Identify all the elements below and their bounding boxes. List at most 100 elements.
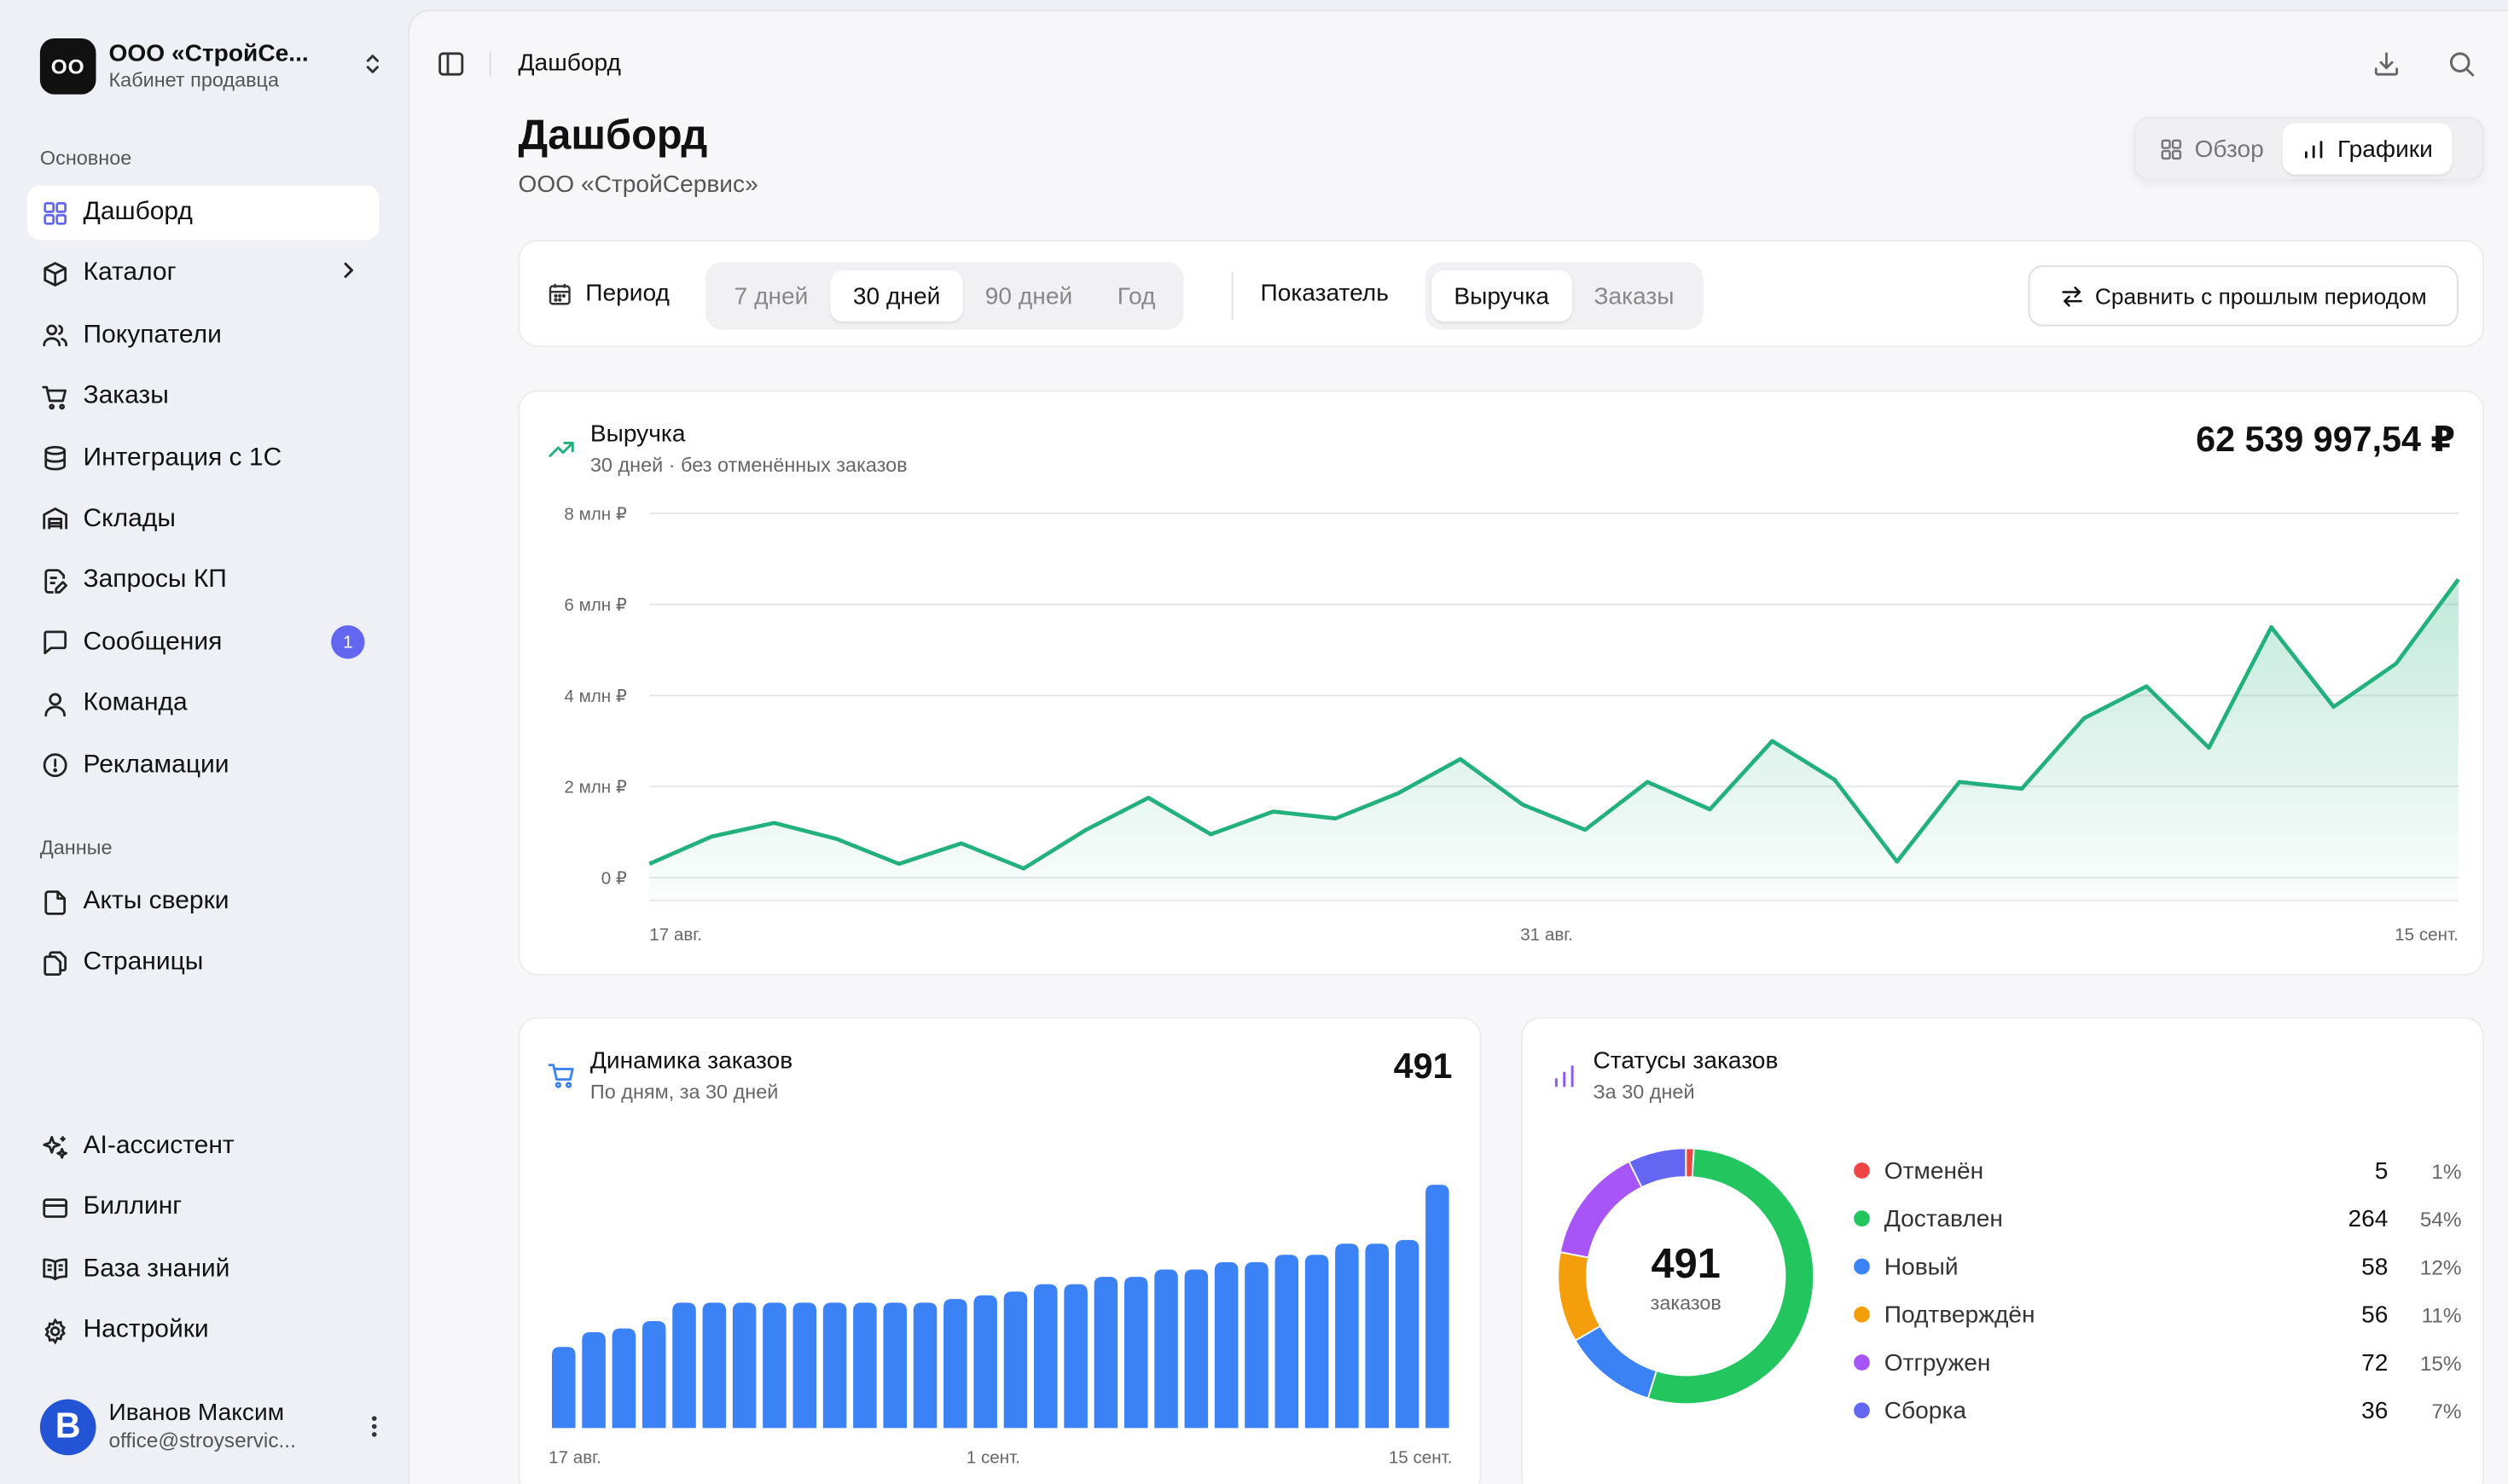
legend-dot	[1854, 1354, 1870, 1371]
metric-option-0[interactable]: Выручка	[1431, 270, 1572, 322]
revenue-point	[1201, 825, 1221, 844]
x-tick-label: 15 сент.	[1389, 1448, 1453, 1468]
period-selector: 7 дней 30 дней 90 дней Год	[705, 262, 1185, 330]
metric-label: Показатель	[1260, 280, 1389, 307]
order-bar	[1184, 1269, 1209, 1429]
sidebar-item-label: Сообщения	[83, 628, 223, 656]
sidebar-item-label: Покупатели	[83, 321, 222, 349]
sidebar-item-label: Рекламации	[83, 751, 229, 779]
revenue-point	[1077, 820, 1096, 840]
user-email: office@stroyservic...	[108, 1428, 296, 1452]
sidebar-item-main-1[interactable]: Каталог	[27, 246, 380, 301]
sidebar-item-label: Команда	[83, 689, 188, 717]
revenue-point	[1762, 732, 1782, 751]
orders-total: 491	[1393, 1046, 1453, 1087]
order-bar	[1064, 1284, 1088, 1429]
sidebar-item-bottom-3[interactable]: Настройки	[27, 1303, 380, 1358]
compare-button[interactable]: Сравнить с прошлым периодом	[2028, 265, 2459, 327]
y-tick-label: 6 млн ₽	[564, 595, 627, 615]
donut-total: 491	[1651, 1239, 1721, 1288]
legend-item: Отменён 5 1%	[1854, 1146, 2462, 1194]
legend-dot	[1854, 1162, 1870, 1179]
legend-value: 5	[2374, 1156, 2389, 1185]
tab-overview[interactable]: Обзор	[2140, 123, 2283, 174]
period-option-1[interactable]: 30 дней	[830, 270, 963, 322]
revenue-point	[2075, 709, 2094, 728]
tab-charts-label: Графики	[2337, 135, 2433, 163]
user-icon	[42, 690, 69, 717]
sidebar-item-bottom-2[interactable]: База знаний	[27, 1242, 380, 1296]
sidebar-item-main-0[interactable]: Дашборд	[26, 185, 380, 241]
gear-icon	[42, 1317, 69, 1344]
legend-percent: 1%	[2431, 1158, 2462, 1183]
sidebar-item-main-6[interactable]: Запросы КП	[27, 554, 380, 608]
revenue-point	[1014, 859, 1034, 878]
sidebar-item-label: Запросы КП	[83, 566, 227, 594]
period-option-3[interactable]: Год	[1117, 281, 1156, 310]
period-option-0[interactable]: 7 дней	[734, 281, 809, 310]
tab-overview-label: Обзор	[2194, 135, 2264, 163]
period-label-text: Период	[585, 280, 670, 307]
sidebar-item-main-7[interactable]: Сообщения 1	[27, 615, 380, 670]
org-switcher[interactable]: OO ООО «СтройСе... Кабинет продавца	[39, 35, 384, 96]
y-tick-label: 2 млн ₽	[564, 778, 627, 797]
arrows-swap-icon	[2061, 286, 2082, 306]
sidebar-item-main-9[interactable]: Рекламации	[27, 738, 380, 792]
metric-selector: Выручка Заказы	[1425, 262, 1704, 330]
cart-icon	[547, 1062, 576, 1091]
y-tick-label: 8 млн ₽	[564, 504, 627, 524]
donut-label: заказов	[1650, 1292, 1721, 1315]
legend-name: Сборка	[1884, 1396, 1967, 1424]
revenue-point	[2449, 570, 2469, 589]
revenue-point	[1576, 820, 1595, 840]
revenue-point	[2261, 617, 2281, 637]
sidebar-item-bottom-0[interactable]: AI-ассистент	[27, 1120, 380, 1174]
sidebar-item-main-4[interactable]: Интеграция с 1С	[27, 431, 380, 485]
revenue-point	[1700, 800, 1720, 820]
donut-slice	[1574, 1325, 1657, 1400]
more-vertical-icon[interactable]	[365, 1415, 385, 1437]
cart-icon	[42, 383, 69, 410]
revenue-title: Выручка	[589, 420, 686, 448]
legend-item: Отгружен 72 15%	[1854, 1338, 2462, 1386]
revenue-total: 62 539 997,54 ₽	[2196, 419, 2456, 460]
sidebar-item-data-0[interactable]: Акты сверки	[27, 875, 380, 930]
period-option-2[interactable]: 90 дней	[984, 281, 1073, 310]
sidebar-item-bottom-1[interactable]: Биллинг	[27, 1180, 380, 1235]
revenue-point	[1638, 773, 1657, 792]
sidebar-item-label: Акты сверки	[83, 887, 229, 915]
metric-option-1[interactable]: Заказы	[1594, 281, 1675, 310]
revenue-point	[1888, 852, 1907, 872]
avatar: B	[39, 1398, 96, 1455]
sidebar-item-main-2[interactable]: Покупатели	[27, 308, 380, 362]
revenue-point	[890, 855, 909, 874]
revenue-point	[2324, 698, 2343, 717]
document-edit-icon	[42, 567, 69, 594]
x-tick-label: 15 сент.	[2395, 925, 2459, 945]
revenue-point	[2199, 739, 2219, 758]
sidebar-item-main-8[interactable]: Команда	[27, 676, 380, 731]
tab-charts[interactable]: Графики	[2283, 123, 2453, 175]
x-tick-label: 17 авг.	[549, 1448, 601, 1468]
users-icon	[42, 322, 69, 349]
order-bar	[1274, 1255, 1299, 1429]
database-icon	[42, 444, 69, 472]
sidebar-item-data-1[interactable]: Страницы	[27, 936, 380, 991]
compare-button-label: Сравнить с прошлым периодом	[2094, 282, 2427, 309]
legend-name: Отменён	[1884, 1156, 1984, 1185]
orders-card: Динамика заказов По дням, за 30 дней 491…	[518, 1017, 1482, 1484]
nav-data: Акты сверки Страницы	[27, 875, 380, 998]
sidebar-item-main-5[interactable]: Склады	[27, 492, 380, 547]
file-icon	[42, 889, 69, 916]
sidebar-item-main-3[interactable]: Заказы	[27, 369, 380, 424]
chevron-right-icon	[334, 259, 363, 288]
sidebar-item-label: Страницы	[83, 948, 204, 977]
y-tick-label: 0 ₽	[601, 868, 627, 888]
page-subtitle: ООО «СтройСервис»	[518, 171, 758, 199]
user-menu[interactable]: B Иванов Максим office@stroyservic...	[39, 1396, 385, 1457]
download-icon[interactable]	[2372, 49, 2401, 78]
revenue-point	[1825, 770, 1844, 790]
revenue-point	[1451, 750, 1471, 769]
sidebar-toggle-icon[interactable]	[437, 49, 466, 78]
search-icon[interactable]	[2447, 49, 2476, 78]
